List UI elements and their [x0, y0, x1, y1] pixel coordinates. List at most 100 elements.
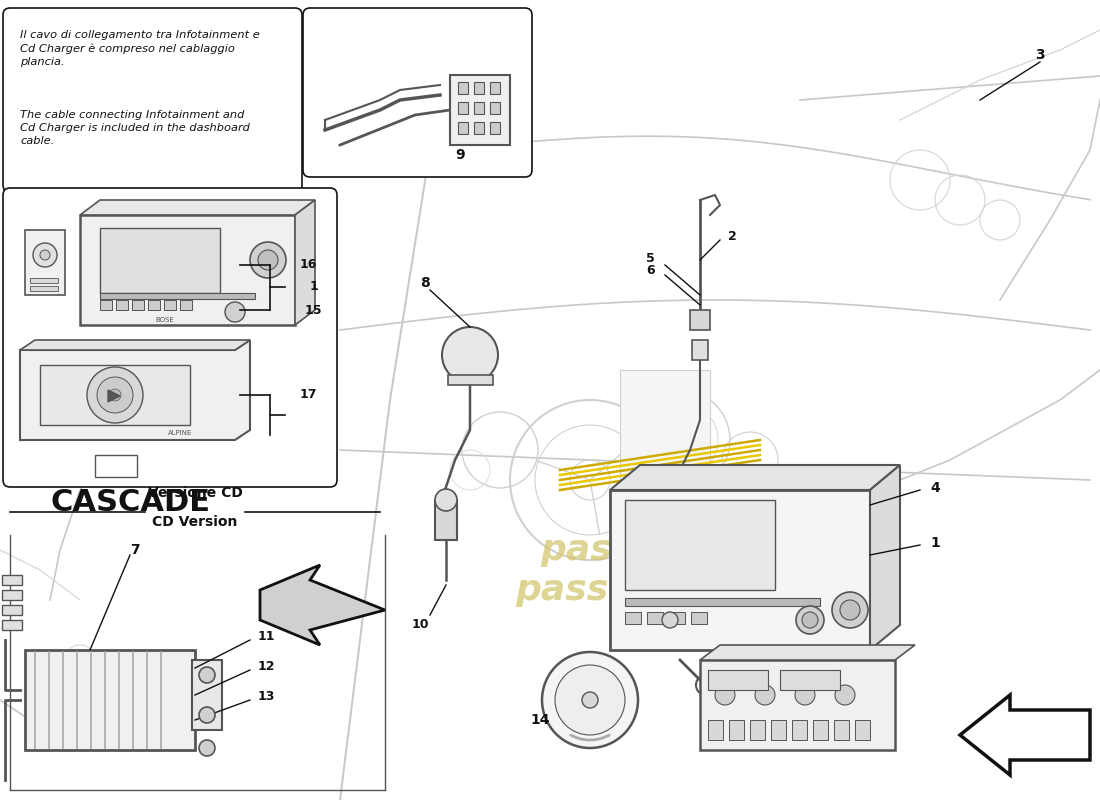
- Text: CD Version: CD Version: [152, 515, 238, 529]
- Bar: [474, 102, 484, 114]
- Bar: [490, 102, 500, 114]
- Circle shape: [199, 740, 214, 756]
- Bar: [813, 720, 828, 740]
- Text: The cable connecting Infotainment and
Cd Charger is included in the dashboard
ca: The cable connecting Infotainment and Cd…: [20, 110, 250, 146]
- Bar: [164, 300, 176, 310]
- Bar: [708, 670, 768, 690]
- Bar: [474, 82, 484, 94]
- Circle shape: [802, 612, 818, 628]
- Polygon shape: [260, 565, 385, 645]
- Text: BOSE: BOSE: [155, 317, 175, 323]
- Bar: [95, 455, 138, 477]
- Circle shape: [755, 685, 775, 705]
- Text: 1: 1: [930, 536, 939, 550]
- Text: 12: 12: [258, 661, 275, 674]
- Bar: [490, 122, 500, 134]
- Text: 4: 4: [930, 481, 939, 495]
- Bar: [691, 612, 707, 624]
- Bar: [2, 605, 22, 615]
- Bar: [490, 82, 500, 94]
- Circle shape: [832, 592, 868, 628]
- Circle shape: [582, 692, 598, 708]
- Circle shape: [87, 367, 143, 423]
- Bar: [148, 300, 159, 310]
- Polygon shape: [80, 200, 315, 215]
- Text: 17: 17: [300, 389, 318, 402]
- Bar: [448, 375, 493, 385]
- Text: 7: 7: [130, 543, 140, 557]
- Circle shape: [796, 606, 824, 634]
- Bar: [708, 720, 723, 740]
- Bar: [750, 720, 764, 740]
- Bar: [700, 660, 895, 750]
- Text: passion de
passion 1195: passion de passion 1195: [515, 534, 784, 606]
- Bar: [780, 670, 840, 690]
- Text: 13: 13: [258, 690, 275, 703]
- Bar: [610, 490, 870, 650]
- Text: 3: 3: [1035, 48, 1045, 62]
- Polygon shape: [20, 340, 250, 350]
- Bar: [690, 310, 710, 330]
- Bar: [132, 300, 144, 310]
- Bar: [100, 300, 112, 310]
- Circle shape: [795, 685, 815, 705]
- FancyBboxPatch shape: [3, 8, 303, 192]
- Text: Il cavo di collegamento tra Infotainment e
Cd Charger è compreso nel cablaggio
p: Il cavo di collegamento tra Infotainment…: [20, 30, 260, 67]
- FancyBboxPatch shape: [3, 188, 337, 487]
- Bar: [450, 75, 510, 145]
- Bar: [25, 650, 195, 750]
- Circle shape: [109, 389, 121, 401]
- Polygon shape: [960, 695, 1090, 775]
- Bar: [771, 720, 786, 740]
- Circle shape: [40, 250, 49, 260]
- Text: Versione CD: Versione CD: [147, 486, 242, 500]
- Bar: [669, 612, 685, 624]
- Bar: [458, 102, 468, 114]
- Circle shape: [199, 707, 214, 723]
- Circle shape: [835, 685, 855, 705]
- Bar: [192, 660, 222, 730]
- Bar: [834, 720, 849, 740]
- Bar: [100, 293, 255, 299]
- Bar: [729, 720, 744, 740]
- Text: 8: 8: [420, 276, 430, 290]
- Bar: [474, 122, 484, 134]
- Bar: [792, 720, 807, 740]
- Circle shape: [33, 243, 57, 267]
- Bar: [620, 370, 710, 490]
- Circle shape: [97, 377, 133, 413]
- Circle shape: [199, 667, 214, 683]
- Bar: [458, 82, 468, 94]
- Circle shape: [556, 665, 625, 735]
- Bar: [116, 300, 128, 310]
- Text: 15: 15: [305, 303, 322, 317]
- Circle shape: [715, 685, 735, 705]
- Circle shape: [258, 250, 278, 270]
- Bar: [100, 228, 220, 293]
- Text: 1: 1: [310, 281, 319, 294]
- Circle shape: [840, 600, 860, 620]
- Bar: [692, 340, 708, 360]
- Text: 6: 6: [647, 263, 654, 277]
- Text: 11: 11: [258, 630, 275, 643]
- Text: 5: 5: [647, 251, 654, 265]
- Bar: [2, 620, 22, 630]
- Bar: [2, 590, 22, 600]
- Polygon shape: [870, 465, 900, 650]
- Bar: [2, 575, 22, 585]
- Circle shape: [250, 242, 286, 278]
- Bar: [80, 215, 295, 325]
- Text: 10: 10: [411, 618, 429, 631]
- Bar: [855, 720, 870, 740]
- Text: CASCADE: CASCADE: [50, 488, 210, 517]
- Circle shape: [662, 612, 678, 628]
- Polygon shape: [610, 465, 900, 490]
- Text: 14: 14: [530, 713, 550, 727]
- Circle shape: [226, 302, 245, 322]
- Bar: [40, 365, 190, 425]
- Bar: [30, 286, 58, 291]
- Circle shape: [434, 489, 456, 511]
- Polygon shape: [20, 340, 250, 440]
- Polygon shape: [700, 645, 915, 660]
- Bar: [180, 300, 192, 310]
